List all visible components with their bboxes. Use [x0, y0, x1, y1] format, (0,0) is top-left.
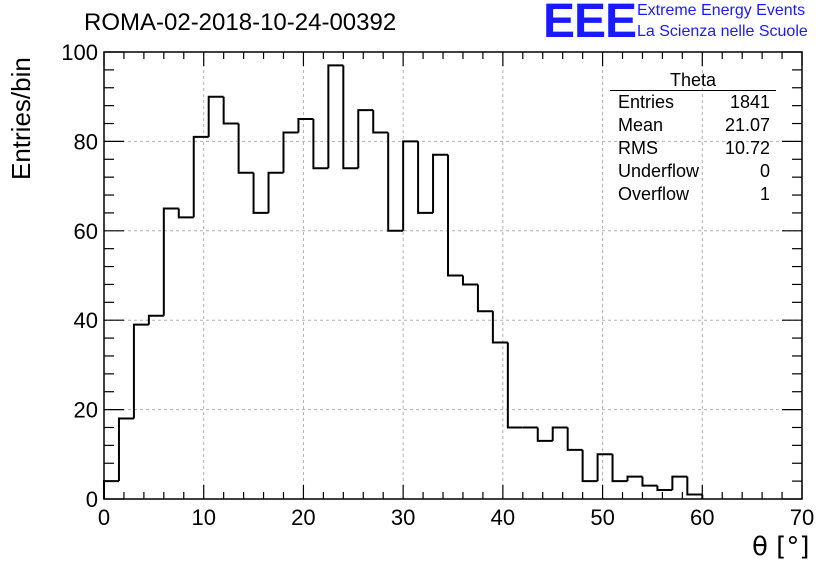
histogram-bin	[447, 154, 463, 277]
histogram-bin	[671, 475, 688, 491]
stats-row-mean: Mean 21.07	[610, 114, 776, 137]
histogram-bin	[237, 123, 254, 174]
y-axis-label: Entries/bin	[6, 57, 36, 180]
histogram-bin	[103, 480, 119, 499]
histogram-bin	[566, 427, 583, 451]
histogram-bars	[103, 64, 704, 499]
x-tick-label: 60	[690, 505, 714, 530]
histogram-bin	[297, 118, 314, 133]
histogram-bin	[192, 135, 209, 218]
histogram-bin	[342, 65, 359, 170]
stats-row-entries: Entries 1841	[610, 91, 776, 114]
histogram-bin	[461, 275, 478, 286]
x-tick-label: 50	[590, 505, 614, 530]
x-tick-label: 20	[291, 505, 315, 530]
histogram-bin	[656, 485, 673, 492]
histogram-bin	[686, 476, 703, 496]
histogram-bin	[357, 109, 374, 169]
stats-title: Theta	[669, 70, 717, 90]
histogram-bin	[177, 208, 194, 219]
histogram-bin	[402, 140, 419, 231]
histogram-bin	[506, 342, 523, 429]
histogram-bin	[536, 427, 553, 442]
x-tick-label: 40	[491, 505, 515, 530]
y-tick-label: 40	[74, 308, 98, 333]
y-tick-label: 60	[74, 219, 98, 244]
histogram-bin	[641, 476, 658, 487]
histogram-bin	[387, 132, 404, 232]
histogram-bin	[282, 131, 299, 173]
y-tick-label: 80	[74, 129, 98, 154]
x-tick-label: 10	[191, 505, 215, 530]
stats-value: 1841	[729, 92, 770, 112]
histogram-bin	[132, 323, 149, 419]
histogram-bin	[252, 172, 269, 214]
stats-label: RMS	[618, 138, 658, 158]
histogram-bin	[476, 284, 493, 313]
eee-logo: EEE Extreme Energy Events La Scienza nel…	[543, 0, 833, 48]
stats-label: Overflow	[618, 184, 690, 204]
histogram-bin	[207, 95, 224, 137]
stats-box: Theta Entries 1841 Mean 21.07 RMS 10.72 …	[610, 70, 776, 206]
histogram-bin	[267, 171, 284, 213]
y-tick-label: 0	[86, 487, 98, 512]
histogram-bin	[611, 454, 628, 483]
stats-row-overflow: Overflow 1	[610, 183, 776, 206]
histogram-bin	[596, 453, 613, 482]
stats-divider	[610, 90, 776, 91]
histogram-bin	[117, 417, 134, 482]
histogram-bin	[432, 153, 449, 213]
stats-row-rms: RMS 10.72	[610, 137, 776, 160]
logo-tagline-2: La Scienza nelle Scuole	[637, 23, 808, 40]
x-tick-label: 30	[391, 505, 415, 530]
stats-value: 10.72	[724, 138, 770, 158]
stats-row-underflow: Underflow 0	[610, 160, 776, 183]
histogram-bin	[222, 96, 239, 125]
x-axis-label: θ [°]	[752, 532, 810, 562]
x-tick-label: 0	[98, 505, 110, 530]
plot-frame	[103, 51, 803, 500]
histogram-bin	[147, 314, 164, 325]
histogram-bin	[551, 426, 568, 441]
logo-tagline-1: Extreme Energy Events	[637, 2, 806, 19]
histogram-bin	[491, 311, 508, 344]
x-tick-label: 70	[790, 505, 814, 530]
stats-value: 0	[759, 161, 770, 181]
y-tick-label: 20	[74, 398, 98, 423]
histogram-bin	[312, 119, 329, 170]
run-title: ROMA-02-2018-10-24-00392	[84, 9, 397, 36]
histogram-bin	[417, 141, 434, 214]
grid-lines	[104, 52, 802, 499]
histogram-bin	[162, 207, 179, 316]
stats-label: Entries	[618, 92, 675, 112]
y-tick-label: 100	[61, 40, 98, 65]
stats-value: 21.07	[724, 115, 770, 135]
stats-label: Mean	[618, 115, 664, 135]
histogram-bin	[626, 475, 643, 482]
stats-value: 1	[759, 184, 770, 204]
histogram-bin	[581, 449, 598, 483]
stats-label: Underflow	[618, 161, 700, 181]
eee-logo-mark: EEE	[543, 0, 637, 48]
histogram-bin	[372, 110, 389, 134]
histogram-bin	[327, 64, 344, 169]
